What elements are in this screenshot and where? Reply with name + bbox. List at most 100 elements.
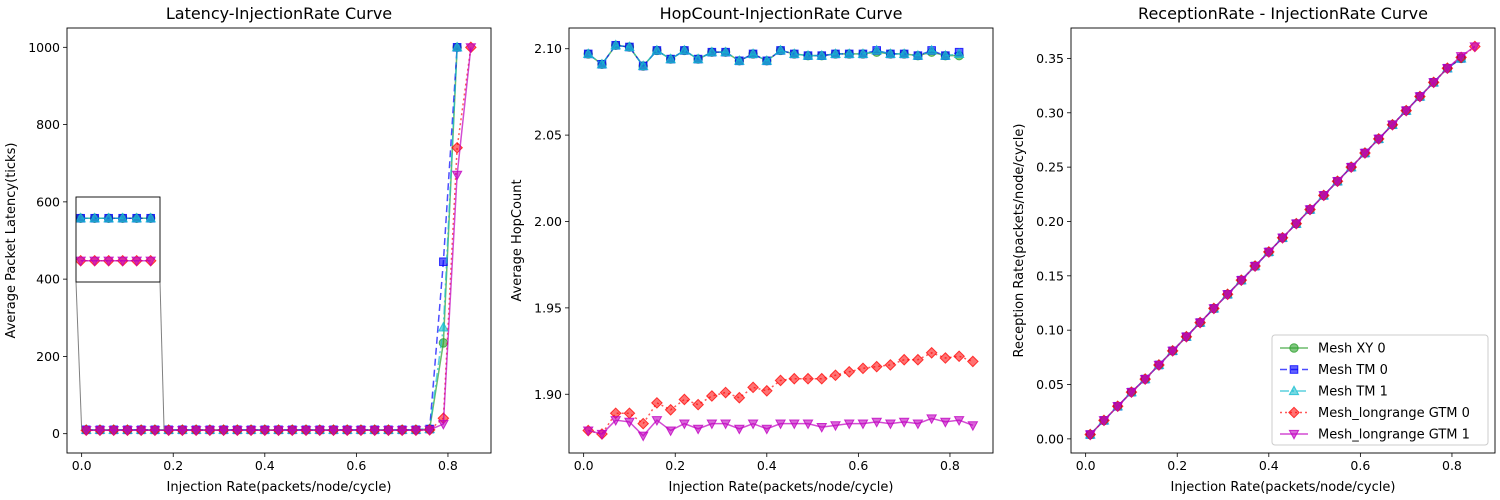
data-point	[775, 44, 786, 55]
data-point	[871, 44, 883, 55]
data-point	[939, 352, 952, 364]
y-axis-label: Reception Rate(packets/node/cycle)	[1012, 124, 1027, 358]
data-point	[103, 256, 115, 267]
data-point	[1277, 233, 1288, 244]
data-point	[259, 426, 271, 437]
y-tick-label: 1.90	[534, 387, 562, 402]
data-point	[761, 54, 773, 65]
y-tick-label: 0.15	[1036, 268, 1064, 283]
y-tick-label: 0.10	[1036, 323, 1064, 338]
data-point	[1098, 416, 1110, 427]
x-tick-label: 0.6	[848, 458, 868, 473]
data-point	[720, 46, 732, 57]
data-point	[926, 44, 938, 55]
legend-item: Mesh_longrange GTM 0	[1280, 406, 1470, 421]
data-point	[898, 353, 911, 366]
data-point	[953, 48, 965, 59]
legend-label: Mesh_longrange GTM 1	[1318, 428, 1470, 443]
data-point	[121, 426, 133, 437]
legend-swatch-marker	[1288, 429, 1300, 440]
x-tick-label: 0.4	[1259, 458, 1279, 473]
legend-item: Mesh TM 0	[1280, 363, 1388, 378]
plot-area	[1084, 40, 1481, 441]
y-tick-label: 0.25	[1036, 160, 1064, 175]
data-point	[190, 426, 202, 437]
data-point	[451, 170, 463, 181]
data-point	[1290, 219, 1302, 230]
data-point	[651, 44, 663, 55]
data-point	[328, 426, 339, 437]
data-point	[1359, 148, 1371, 159]
data-point	[829, 369, 842, 382]
chart-title: Latency-InjectionRate Curve	[166, 4, 392, 23]
data-point	[967, 421, 979, 432]
data-point	[926, 414, 938, 425]
axes-frame	[568, 27, 994, 454]
data-point	[582, 426, 594, 437]
data-point	[76, 256, 87, 267]
data-point	[451, 41, 463, 52]
data-point	[802, 419, 814, 430]
x-tick-label: 0.4	[255, 458, 275, 473]
data-point	[884, 48, 896, 59]
data-point	[884, 419, 896, 430]
data-point	[651, 416, 663, 427]
data-point	[245, 426, 257, 437]
axes-frame	[66, 27, 492, 454]
axes-frame	[1070, 27, 1496, 454]
data-point	[843, 48, 855, 59]
inset-plot-area	[76, 212, 157, 267]
data-point	[939, 417, 951, 428]
legend-label: Mesh_longrange GTM 0	[1318, 406, 1470, 421]
data-point	[637, 60, 649, 71]
data-point	[623, 41, 635, 52]
data-point	[665, 53, 677, 64]
y-tick-label: 1.95	[534, 300, 562, 315]
inset-background	[76, 197, 160, 282]
y-tick-label: 600	[36, 194, 60, 209]
legend-swatch-marker	[1288, 406, 1300, 419]
x-tick-label: 0.2	[163, 458, 183, 473]
data-point	[1139, 374, 1151, 385]
x-tick-label: 0.2	[665, 458, 685, 473]
data-point	[1180, 332, 1192, 343]
data-point	[884, 358, 897, 371]
data-point	[733, 391, 746, 404]
data-point	[1455, 52, 1467, 63]
data-point	[857, 419, 869, 430]
chart-panel-2: HopCount-InjectionRate Curve 0.0 0.2 0.4 0.6…	[510, 4, 994, 495]
data-point	[623, 407, 636, 420]
data-point	[80, 426, 92, 437]
inset-zoom	[75, 196, 165, 430]
data-point	[1153, 360, 1165, 371]
legend-swatch-marker	[1288, 385, 1300, 396]
data-point	[355, 426, 367, 437]
plot-area	[80, 41, 477, 437]
data-point	[788, 419, 800, 430]
x-tick-label: 0.8	[438, 458, 458, 473]
data-point	[816, 49, 828, 60]
data-point	[610, 416, 622, 427]
data-point	[692, 398, 705, 411]
y-axis-label: Average HopCount	[510, 179, 525, 301]
data-point	[145, 256, 157, 267]
data-point	[774, 374, 787, 387]
data-point	[176, 426, 188, 437]
data-point	[596, 429, 608, 440]
x-tick-label: 0.8	[940, 458, 960, 473]
data-point	[286, 426, 298, 437]
series-line	[587, 44, 960, 68]
legend: Mesh XY 0 Mesh TM 0 Mesh TM 1 Mesh_longrang…	[1271, 334, 1489, 446]
data-point	[1428, 78, 1440, 89]
data-point	[665, 426, 677, 437]
data-point	[341, 426, 353, 437]
data-point	[898, 417, 910, 428]
x-axis-label: Injection Rate(packets/node/cycle)	[167, 480, 392, 495]
data-point	[719, 386, 732, 399]
data-point	[1235, 276, 1247, 287]
data-point	[117, 256, 129, 267]
chart-panel-1: Latency-InjectionRate Curve 0.0 0.2 0.4 0.6 0…	[4, 4, 492, 495]
y-tick-label: 0.30	[1036, 105, 1064, 120]
data-point	[816, 422, 828, 433]
